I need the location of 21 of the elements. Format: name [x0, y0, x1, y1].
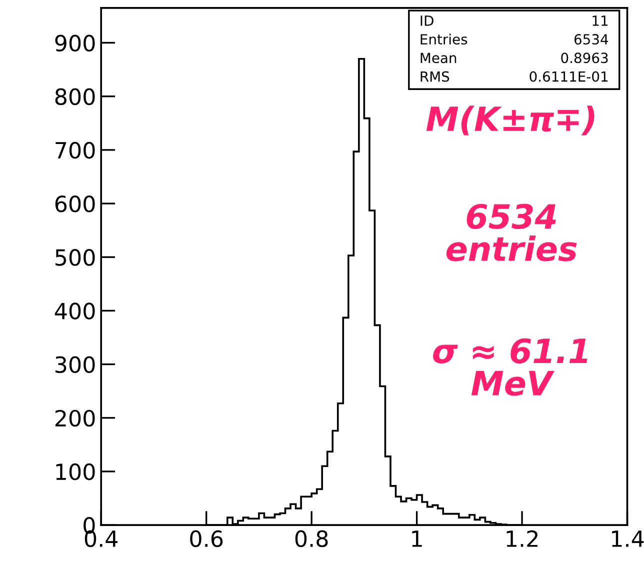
annotation: 6534 entries — [446, 204, 577, 262]
x-tick-label: 0.6 — [190, 530, 223, 548]
x-tick-label: 0.8 — [295, 530, 328, 548]
annotation: σ ≈ 61.1 MeV — [433, 338, 588, 396]
text: Entries 6534 — [420, 34, 608, 45]
y-tick-label: 800 — [55, 88, 95, 106]
y-tick-label: 500 — [56, 249, 95, 266]
y-tick-label: 300 — [56, 356, 95, 374]
y-tick-label: 100 — [56, 463, 95, 480]
y-tick-label: 900 — [55, 34, 95, 52]
x-tick-label: 1 — [412, 530, 422, 547]
text: RMS 0.6111E-01 — [420, 71, 608, 82]
y-tick-label: 200 — [55, 410, 95, 427]
text: Mean 0.8963 — [420, 52, 608, 64]
text: ID 11 — [420, 16, 608, 26]
annotation: M(K±π∓) — [426, 106, 594, 136]
y-tick-label: 600 — [55, 195, 95, 212]
y-tick-label: 700 — [56, 142, 95, 159]
x-tick-label: 1.4 — [612, 530, 644, 547]
y-tick-label: 400 — [54, 302, 95, 320]
x-tick-label: 1.2 — [506, 530, 538, 547]
